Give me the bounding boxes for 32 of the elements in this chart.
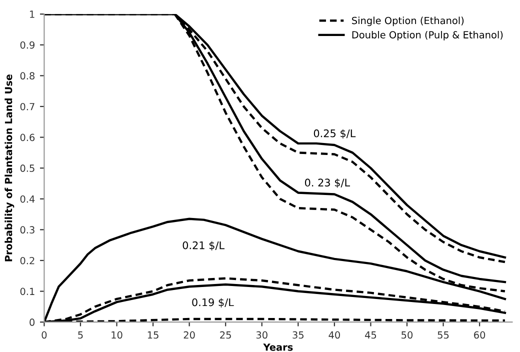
y-tick-label: 1 [30,10,34,18]
y-tick-label: 0.3 [20,226,34,234]
annotation: 0.21 $/L [182,241,224,251]
y-tick-label: 0.5 [20,164,34,172]
y-tick-label: 0.9 [20,41,34,49]
x-tick-label: 45 [365,331,376,339]
y-tick-label: 0.7 [20,102,34,110]
annotation: 0. 23 $/L [304,178,350,188]
x-tick-label: 20 [184,331,195,339]
x-tick-label: 15 [148,331,158,339]
legend-label: Single Option (Ethanol) [352,16,464,26]
x-tick-label: 60 [474,331,486,339]
y-tick-label: 0.6 [20,134,35,142]
x-tick-label: 5 [78,331,83,339]
y-tick-label: 0.8 [20,72,35,80]
y-tick-label: 0.1 [20,288,34,296]
x-tick-label: 30 [256,331,268,339]
x-tick-label: 50 [402,331,413,339]
x-tick-label: 35 [292,331,304,339]
x-tick-label: 10 [112,331,122,339]
x-tick-label: 0 [42,331,47,339]
y-tick-label: 0.4 [20,195,35,203]
annotation: 0.25 $/L [314,129,356,139]
y-tick-label: 0 [30,318,35,326]
x-tick-label: 40 [328,331,340,339]
x-axis-title: Years [263,344,293,351]
y-tick-label: 0.2 [20,256,34,264]
y-axis-title: Probability of Plantation Land Use [4,74,14,262]
legend-label: Double Option (Pulp & Ethanol) [352,30,503,40]
x-tick-label: 55 [438,331,449,339]
annotation: 0.19 $/L [192,298,234,308]
x-tick-label: 25 [220,331,231,339]
